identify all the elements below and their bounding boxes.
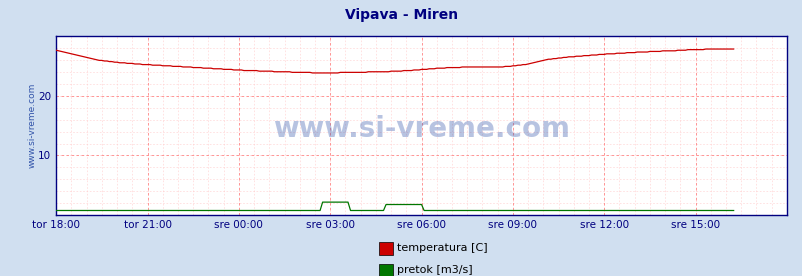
Text: www.si-vreme.com: www.si-vreme.com bbox=[273, 115, 569, 143]
Text: temperatura [C]: temperatura [C] bbox=[397, 243, 488, 253]
Y-axis label: www.si-vreme.com: www.si-vreme.com bbox=[28, 83, 37, 168]
Text: Vipava - Miren: Vipava - Miren bbox=[345, 8, 457, 22]
Text: pretok [m3/s]: pretok [m3/s] bbox=[397, 266, 472, 275]
